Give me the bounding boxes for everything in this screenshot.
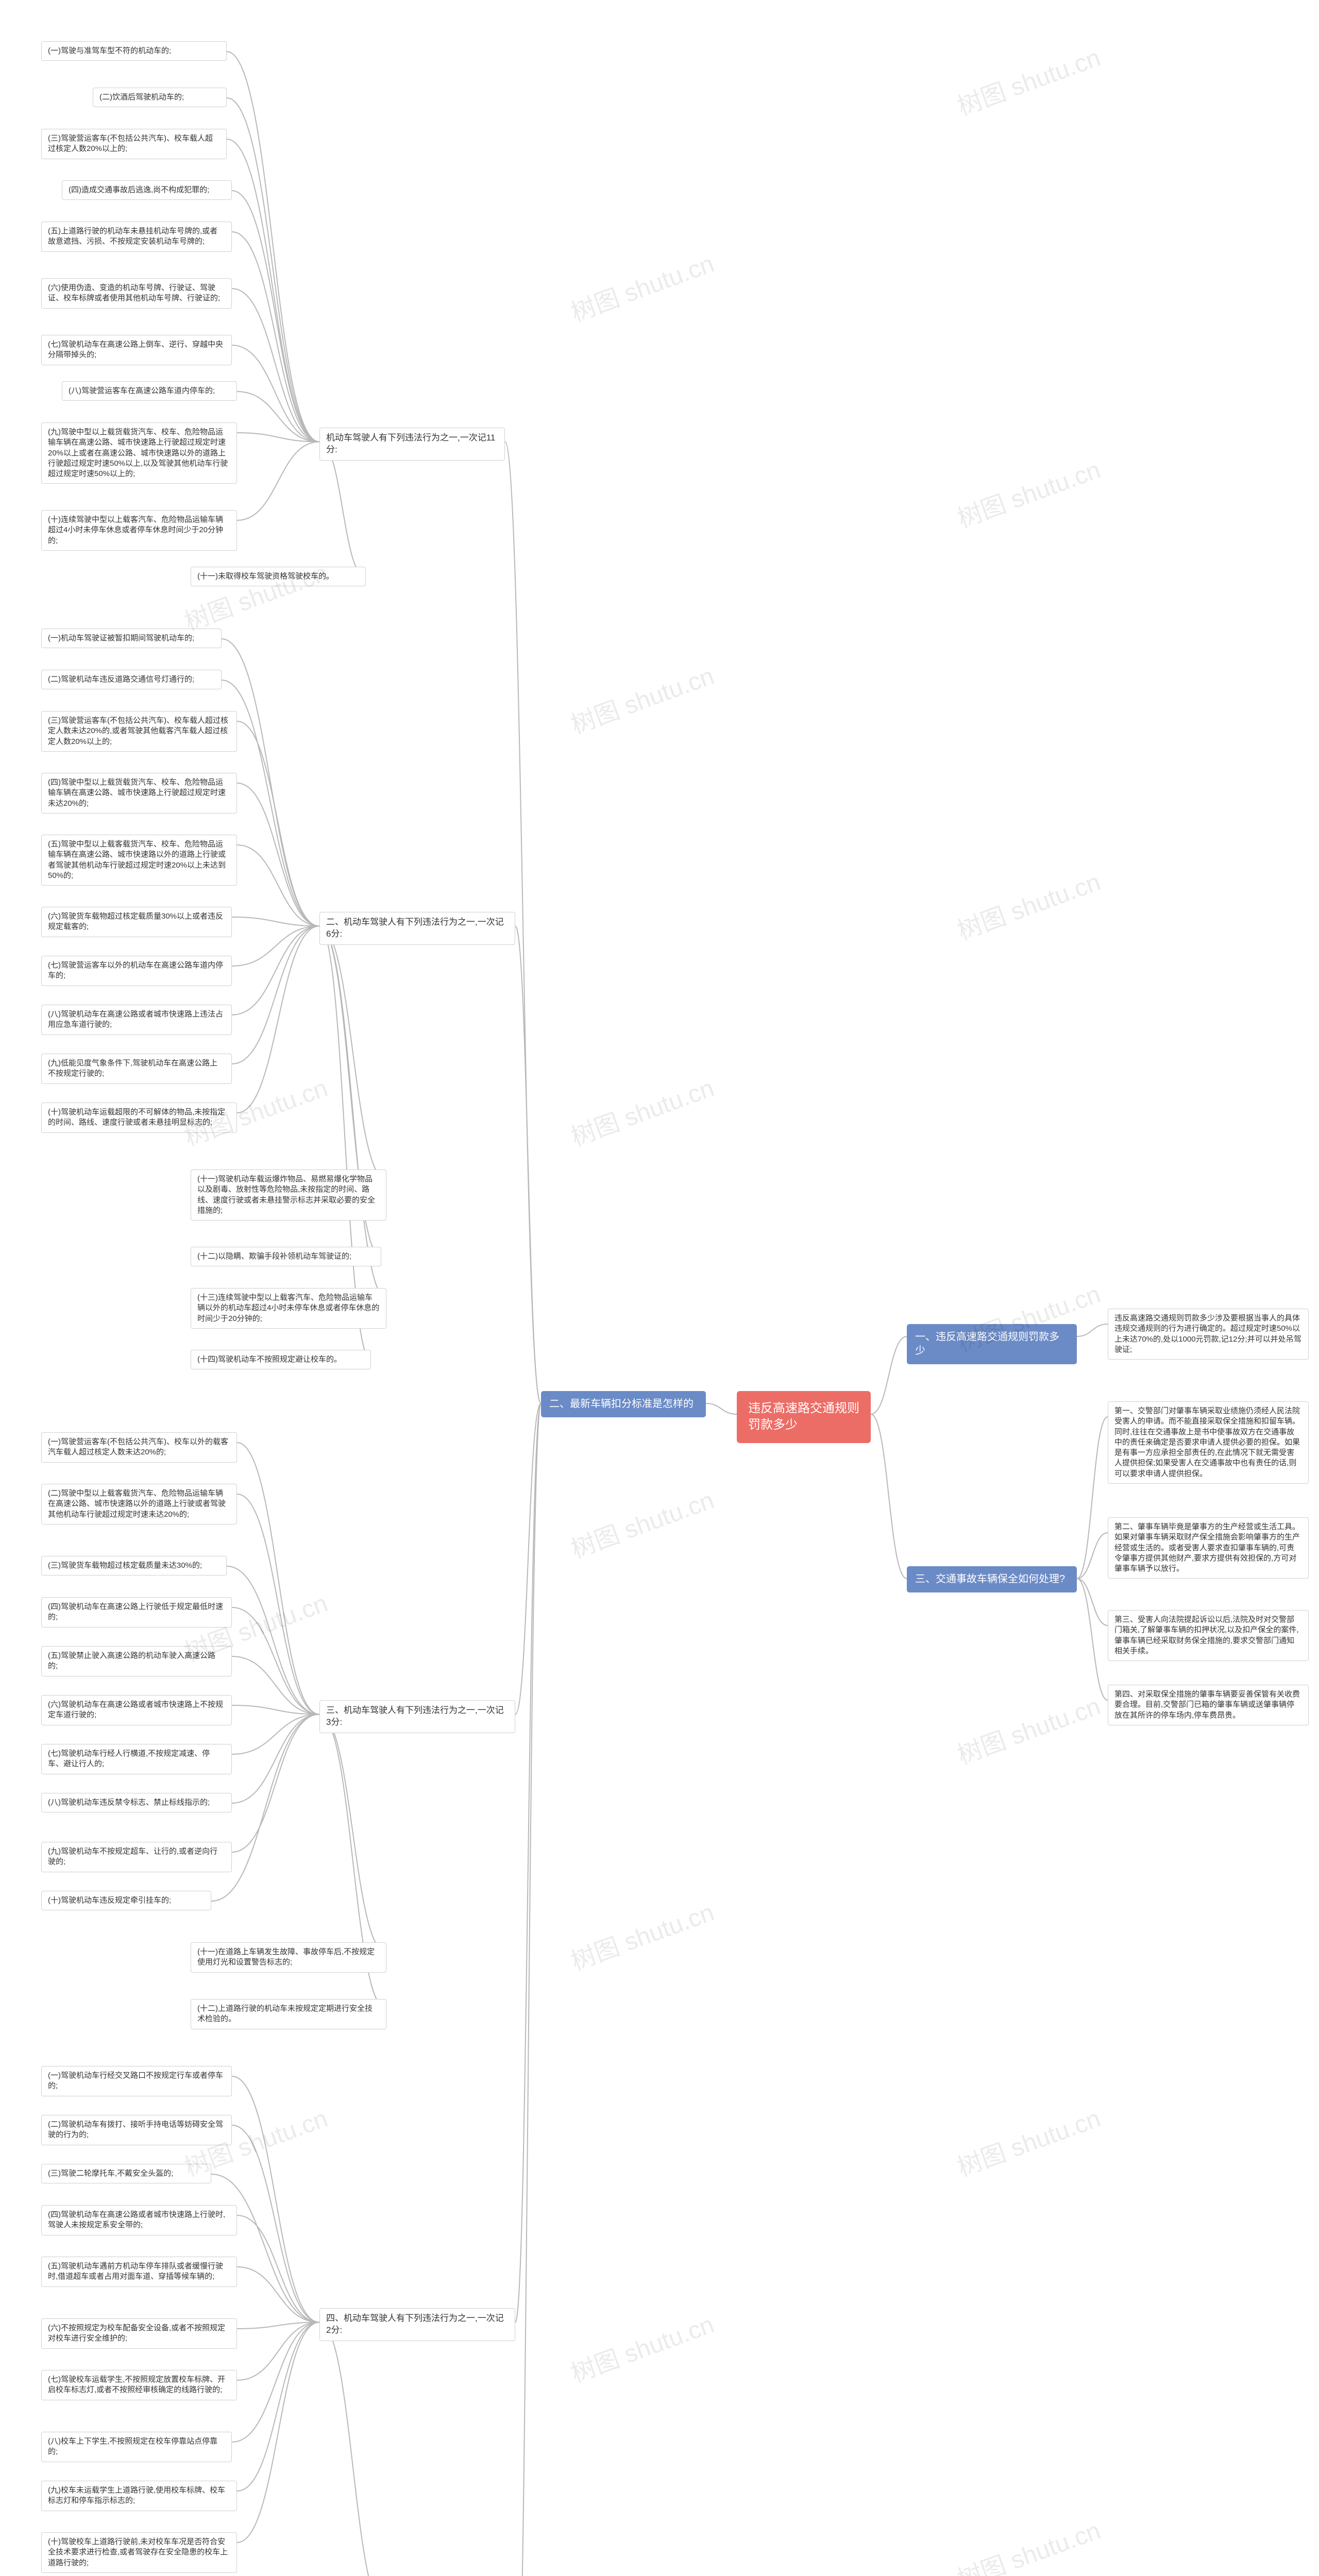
left-leaf-2-10: (十一)在道路上车辆发生故障、事故停车后,不按规定使用灯光和设置警告标志的; xyxy=(191,1942,386,1973)
left-leaf-1-12: (十三)连续驾驶中型以上载客汽车、危险物品运输车辆以外的机动车超过4小时未停车休… xyxy=(191,1288,386,1329)
left-leaf-2-3: (四)驾驶机动车在高速公路上行驶低于规定最低时速的; xyxy=(41,1597,232,1628)
watermark: 树图 shutu.cn xyxy=(565,1067,718,1153)
left-leaf-0-8: (九)驾驶中型以上载货载货汽车、校车、危险物品运输车辆在高速公路、城市快速路上行… xyxy=(41,422,237,484)
right-section-1: 三、交通事故车辆保全如何处理? xyxy=(907,1566,1077,1592)
left-leaf-2-5: (六)驾驶机动车在高速公路或者城市快速路上不按规定车道行驶的; xyxy=(41,1695,232,1725)
left-leaf-1-3: (四)驾驶中型以上载货载货汽车、校车、危险物品运输车辆在高速公路、城市快速路上行… xyxy=(41,773,237,814)
left-leaf-0-2: (三)驾驶营运客车(不包括公共汽车)、校车载人超过核定人数20%以上的; xyxy=(41,129,227,159)
watermark: 树图 shutu.cn xyxy=(952,861,1105,946)
left-group-0: 机动车驾驶人有下列违法行为之一,一次记11分: xyxy=(319,428,505,461)
left-leaf-1-2: (三)驾驶营运客车(不包括公共汽车)、校车载人超过核定人数未达20%的,或者驾驶… xyxy=(41,711,237,752)
left-leaf-0-10: (十一)未取得校车驾驶资格驾驶校车的。 xyxy=(191,567,366,586)
root-node: 违反高速路交通规则罚款多少 xyxy=(737,1391,871,1443)
right-leaf-0-0: 违反高速路交通规则罚款多少涉及要根据当事人的具体违规交通规则的行为进行确定的。超… xyxy=(1108,1309,1309,1360)
watermark: 树图 shutu.cn xyxy=(952,1686,1105,1771)
watermark: 树图 shutu.cn xyxy=(952,37,1105,122)
left-leaf-2-11: (十二)上道路行驶的机动车未按规定定期进行安全技术检验的。 xyxy=(191,1999,386,2029)
left-leaf-2-8: (九)驾驶机动车不按规定超车、让行的,或者逆向行驶的; xyxy=(41,1842,232,1872)
left-leaf-1-9: (十)驾驶机动车运载超限的不可解体的物品,未按指定的时间、路线、速度行驶或者未悬… xyxy=(41,1103,237,1133)
left-leaf-0-9: (十)连续驾驶中型以上载客汽车、危险物品运输车辆超过4小时未停车休息或者停车休息… xyxy=(41,510,237,551)
left-leaf-3-7: (八)校车上下学生,不按照规定在校车停靠站点停靠的; xyxy=(41,2432,232,2462)
left-leaf-2-0: (一)驾驶营运客车(不包括公共汽车)、校车以外的载客汽车载人超过核定人数未达20… xyxy=(41,1432,237,1463)
left-leaf-1-0: (一)机动车驾驶证被暂扣期间驾驶机动车的; xyxy=(41,629,222,648)
left-leaf-1-6: (七)驾驶营运客车以外的机动车在高速公路车道内停车的; xyxy=(41,956,232,986)
left-leaf-0-3: (四)造成交通事故后逃逸,尚不构成犯罪的; xyxy=(62,180,232,200)
left-leaf-3-1: (二)驾驶机动车有拨打、接听手持电话等妨碍安全驾驶的行为的; xyxy=(41,2115,232,2145)
watermark: 树图 shutu.cn xyxy=(565,243,718,328)
left-leaf-0-4: (五)上道路行驶的机动车未悬挂机动车号牌的,或者故意遮挡、污损、不按规定安装机动… xyxy=(41,222,232,252)
watermark: 树图 shutu.cn xyxy=(565,2304,718,2389)
watermark: 树图 shutu.cn xyxy=(565,655,718,740)
right-leaf-1-0: 第一、交警部门对肇事车辆采取业绩施仍须经人民法院受害人的申请。而不能直接采取保全… xyxy=(1108,1401,1309,1484)
left-leaf-2-4: (五)驾驶禁止驶入高速公路的机动车驶入高速公路的; xyxy=(41,1646,232,1676)
watermark: 树图 shutu.cn xyxy=(565,1892,718,1977)
watermark: 树图 shutu.cn xyxy=(565,1480,718,1565)
left-leaf-1-10: (十一)驾驶机动车载运爆炸物品、易燃易爆化学物品以及剧毒、放射性等危险物品,未按… xyxy=(191,1170,386,1221)
left-leaf-0-7: (八)驾驶营运客车在高速公路车道内停车的; xyxy=(62,381,237,401)
watermark: 树图 shutu.cn xyxy=(952,449,1105,534)
right-leaf-1-3: 第四、对采取保全措施的肇事车辆要妥善保管有关收费要合理。目前,交警部门已箱的肇事… xyxy=(1108,1685,1309,1725)
right-section-0: 一、违反高速路交通规则罚款多少 xyxy=(907,1324,1077,1364)
left-section: 二、最新车辆扣分标准是怎样的 xyxy=(541,1391,706,1417)
left-leaf-3-5: (六)不按照规定为校车配备安全设备,或者不按照规定对校车进行安全维护的; xyxy=(41,2318,237,2349)
left-leaf-3-6: (七)驾驶校车运载学生,不按照规定放置校车标牌、开启校车标志灯,或者不按照经审核… xyxy=(41,2370,237,2400)
left-leaf-3-2: (三)驾驶二轮摩托车,不戴安全头盔的; xyxy=(41,2164,211,2183)
watermark: 树图 shutu.cn xyxy=(952,2510,1105,2576)
watermark: 树图 shutu.cn xyxy=(179,552,332,637)
left-leaf-3-9: (十)驾驶校车上道路行驶前,未对校车车况是否符合安全技术要求进行检查,或者驾驶存… xyxy=(41,2532,237,2573)
left-leaf-1-13: (十四)驾驶机动车不按照规定避让校车的。 xyxy=(191,1350,371,1369)
left-leaf-0-5: (六)使用伪造、变造的机动车号牌、行驶证、驾驶证、校车标牌或者使用其他机动车号牌… xyxy=(41,278,232,309)
left-group-3: 四、机动车驾驶人有下列违法行为之一,一次记2分: xyxy=(319,2308,515,2341)
right-leaf-1-1: 第二、肇事车辆毕竟是肇事方的生产经营或生活工具。如果对肇事车辆采取财产保全措施会… xyxy=(1108,1517,1309,1579)
left-leaf-3-0: (一)驾驶机动车行经交叉路口不按规定行车或者停车的; xyxy=(41,2066,232,2096)
left-leaf-0-6: (七)驾驶机动车在高速公路上倒车、逆行、穿越中央分隔带掉头的; xyxy=(41,335,232,365)
left-leaf-1-4: (五)驾驶中型以上载客载货汽车、校车、危险物品运输车辆在高速公路、城市快速路以外… xyxy=(41,835,237,886)
left-leaf-1-11: (十二)以隐瞒、欺骗手段补领机动车驾驶证的; xyxy=(191,1247,381,1266)
left-group-1: 二、机动车驾驶人有下列违法行为之一,一次记6分: xyxy=(319,912,515,945)
left-leaf-3-8: (九)校车未运载学生上道路行驶,使用校车标牌、校车标志灯和停车指示标志的; xyxy=(41,2481,237,2511)
left-leaf-0-0: (一)驾驶与准驾车型不符的机动车的; xyxy=(41,41,227,61)
left-leaf-1-1: (二)驾驶机动车违反道路交通信号灯通行的; xyxy=(41,670,222,689)
watermark: 树图 shutu.cn xyxy=(952,2098,1105,2183)
left-leaf-2-7: (八)驾驶机动车违反禁令标志、禁止标线指示的; xyxy=(41,1793,232,1812)
left-leaf-3-3: (四)驾驶机动车在高速公路或者城市快速路上行驶时,驾驶人未按规定系安全带的; xyxy=(41,2205,237,2235)
left-leaf-2-2: (三)驾驶货车载物超过核定载质量未达30%的; xyxy=(41,1556,227,1575)
left-leaf-3-4: (五)驾驶机动车遇前方机动车停车排队或者缓慢行驶时,借道超车或者占用对面车道、穿… xyxy=(41,2257,237,2287)
left-leaf-2-1: (二)驾驶中型以上载客载货汽车、危险物品运输车辆在高速公路、城市快速路以外的道路… xyxy=(41,1484,237,1524)
left-leaf-1-5: (六)驾驶货车载物超过核定载质量30%以上或者违反规定载客的; xyxy=(41,907,232,937)
left-leaf-2-6: (七)驾驶机动车行经人行横道,不按规定减速、停车、避让行人的; xyxy=(41,1744,232,1774)
right-leaf-1-2: 第三、受害人向法院提起诉讼以后,法院及时对交警部门箱关,了解肇事车辆的扣押状况,… xyxy=(1108,1610,1309,1661)
left-leaf-1-8: (九)低能见度气象条件下,驾驶机动车在高速公路上不按规定行驶的; xyxy=(41,1054,232,1084)
left-leaf-1-7: (八)驾驶机动车在高速公路或者城市快速路上违法占用应急车道行驶的; xyxy=(41,1005,232,1035)
left-leaf-0-1: (二)饮酒后驾驶机动车的; xyxy=(93,88,227,107)
left-group-2: 三、机动车驾驶人有下列违法行为之一,一次记3分: xyxy=(319,1700,515,1733)
left-leaf-2-9: (十)驾驶机动车违反规定牵引挂车的; xyxy=(41,1891,211,1910)
